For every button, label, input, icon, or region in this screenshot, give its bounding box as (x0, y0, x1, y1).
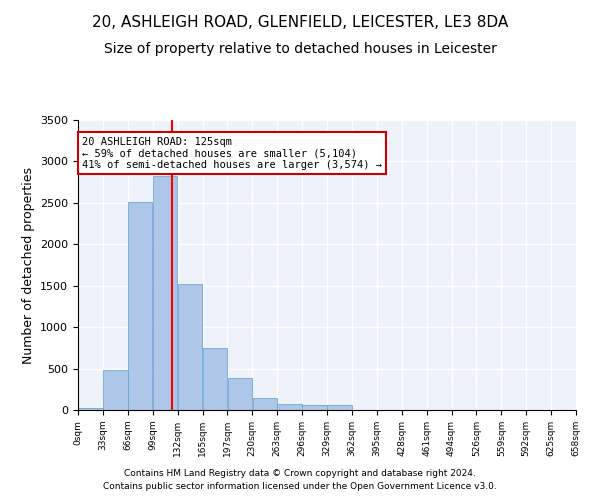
Text: Contains HM Land Registry data © Crown copyright and database right 2024.: Contains HM Land Registry data © Crown c… (124, 468, 476, 477)
Text: 20, ASHLEIGH ROAD, GLENFIELD, LEICESTER, LE3 8DA: 20, ASHLEIGH ROAD, GLENFIELD, LEICESTER,… (92, 15, 508, 30)
Bar (302, 406, 327, 410)
Bar (327, 405, 352, 410)
Y-axis label: Number of detached properties: Number of detached properties (22, 166, 35, 364)
Bar (128, 202, 152, 410)
Bar (253, 398, 277, 410)
Bar (227, 378, 252, 410)
Bar (153, 176, 178, 410)
Bar (277, 404, 302, 410)
Text: 20 ASHLEIGH ROAD: 125sqm
← 59% of detached houses are smaller (5,104)
41% of sem: 20 ASHLEIGH ROAD: 125sqm ← 59% of detach… (82, 136, 382, 170)
Bar (103, 370, 128, 410)
Bar (178, 284, 202, 410)
Bar (78, 408, 103, 410)
Bar (203, 348, 227, 410)
Text: Size of property relative to detached houses in Leicester: Size of property relative to detached ho… (104, 42, 496, 56)
Text: Contains public sector information licensed under the Open Government Licence v3: Contains public sector information licen… (103, 482, 497, 491)
